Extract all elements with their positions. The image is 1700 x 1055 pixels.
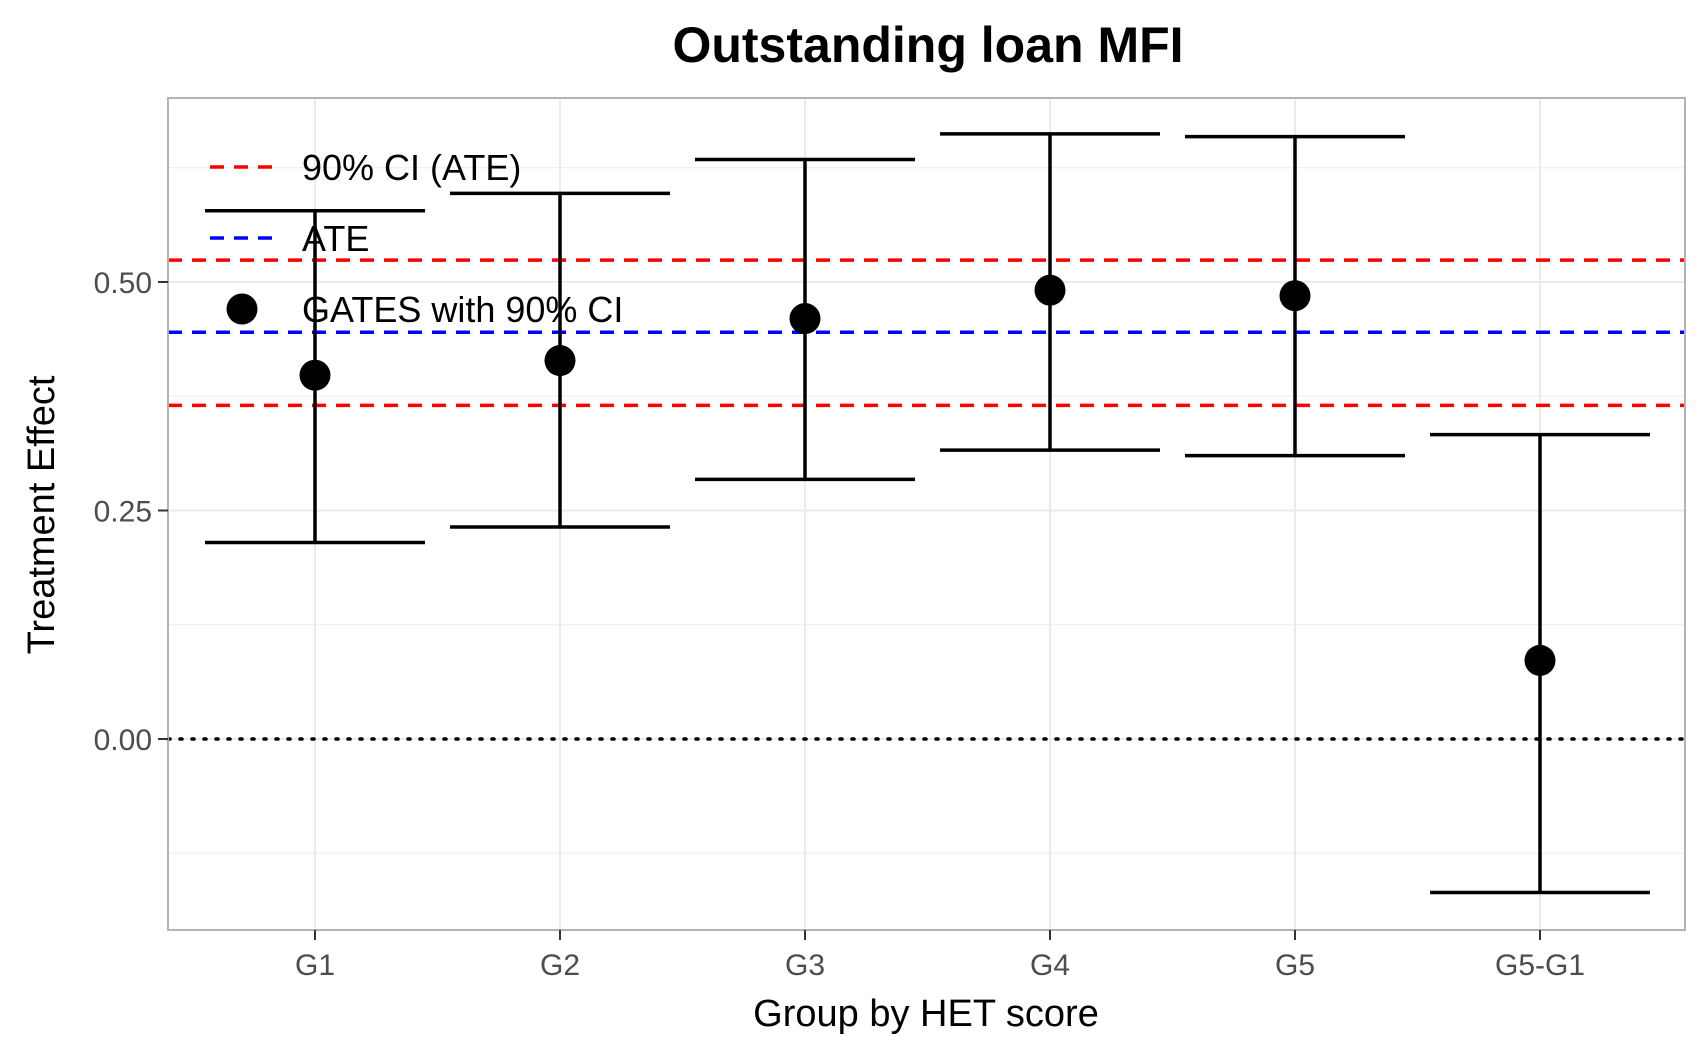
x-tick-label: G2 [540, 949, 580, 982]
legend-label: ATE [302, 218, 369, 259]
data-points [299, 274, 1556, 676]
legend: 90% CI (ATE) ATE GATES with 90% CI [210, 147, 623, 330]
x-tick-label: G5 [1275, 949, 1315, 982]
x-axis-title: Group by HET score [753, 993, 1099, 1035]
legend-label: GATES with 90% CI [302, 289, 623, 330]
chart-title: Outstanding loan MFI [672, 17, 1183, 73]
gates-point [299, 359, 331, 391]
y-tick-label: 0.50 [94, 267, 152, 300]
y-tick-label: 0.25 [94, 496, 152, 529]
gates-point [544, 345, 576, 377]
gridlines [168, 98, 1685, 930]
legend-label: 90% CI (ATE) [302, 147, 521, 188]
x-tick-label: G3 [785, 949, 825, 982]
gates-point [789, 303, 821, 335]
x-tick-label: G1 [295, 949, 335, 982]
gates-point [1034, 274, 1066, 306]
legend-key-point [226, 293, 258, 325]
gates-point [1524, 644, 1556, 676]
reference-lines [166, 258, 1687, 741]
x-axis-ticks: G1 G2 G3 G4 G5 G5-G1 [295, 930, 1585, 982]
x-tick-label: G4 [1030, 949, 1070, 982]
plot-panel-border [167, 97, 1686, 931]
gates-point [1279, 280, 1311, 312]
y-axis-ticks: 0.00 0.25 0.50 [94, 267, 168, 757]
error-bars [205, 132, 1650, 895]
x-tick-label: G5-G1 [1495, 949, 1585, 982]
y-tick-label: 0.00 [94, 724, 152, 757]
y-axis-title: Treatment Effect [21, 375, 63, 654]
